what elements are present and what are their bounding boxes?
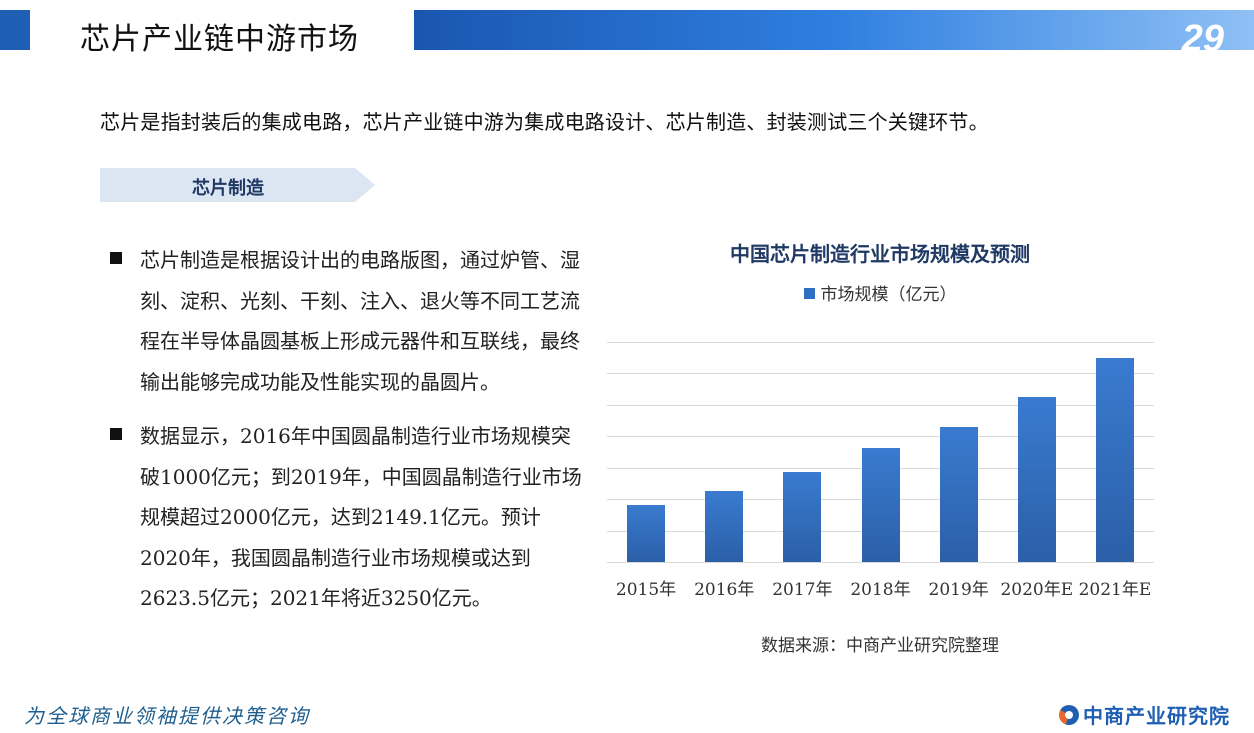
bullet-item: 数据显示，2016年中国圆晶制造行业市场规模突破1000亿元；到2019年，中国… [108, 416, 588, 619]
chart-bar [861, 447, 900, 562]
chart-bar [627, 505, 666, 562]
chart-bar [1017, 397, 1056, 562]
page-number: 29 [1181, 18, 1224, 60]
x-axis-label: 2018年 [850, 580, 911, 600]
chart-bar [1095, 357, 1134, 562]
chart-legend: 市场规模（亿元） [600, 280, 1160, 305]
logo-mark-icon [1059, 704, 1079, 725]
header-accent-block [0, 10, 30, 50]
legend-label: 市场规模（亿元） [820, 285, 957, 305]
gridline [607, 562, 1154, 563]
chart-bar [939, 426, 978, 562]
x-axis-label: 2021年E [1078, 580, 1152, 600]
chart-bar [783, 472, 822, 562]
logo-text: 中商产业研究院 [1083, 704, 1230, 728]
section-tag-label: 芯片制造 [192, 178, 264, 199]
header-gradient-bar: 29 [414, 10, 1254, 60]
bar-chart-plot [607, 342, 1154, 563]
bullet-item: 芯片制造是根据设计出的电路版图，通过炉管、湿刻、淀积、光刻、干刻、注入、退火等不… [108, 240, 588, 402]
chart-bar [705, 491, 744, 562]
gridline [607, 373, 1154, 375]
x-axis-label: 2019年 [928, 580, 989, 600]
intro-text: 芯片是指封装后的集成电路，芯片产业链中游为集成电路设计、芯片制造、封装测试三个关… [100, 110, 989, 134]
gridline [607, 436, 1154, 438]
page-title: 芯片产业链中游市场 [80, 22, 359, 57]
square-bullet-icon [110, 252, 122, 264]
chart-title: 中国芯片制造行业市场规模及预测 [730, 242, 1030, 266]
bullet-text: 数据显示，2016年中国圆晶制造行业市场规模突破1000亿元；到2019年，中国… [140, 424, 582, 610]
x-axis-label: 2016年 [694, 580, 755, 600]
legend-swatch-icon [803, 288, 815, 299]
x-axis-label: 2015年 [615, 580, 677, 600]
x-axis-label: 2020年E [1000, 580, 1074, 600]
section-tag: 芯片制造 [100, 168, 375, 202]
gridline [607, 342, 1154, 343]
bullet-list: 芯片制造是根据设计出的电路版图，通过炉管、湿刻、淀积、光刻、干刻、注入、退火等不… [108, 240, 588, 633]
x-axis-label: 2017年 [772, 580, 833, 600]
footer-slogan: 为全球商业领袖提供决策咨询 [24, 704, 310, 728]
gridline [607, 404, 1154, 406]
bullet-text: 芯片制造是根据设计出的电路版图，通过炉管、湿刻、淀积、光刻、干刻、注入、退火等不… [140, 248, 580, 394]
chart-source: 数据来源：中商产业研究院整理 [761, 636, 999, 656]
company-logo: 中商产业研究院 [1059, 700, 1230, 729]
square-bullet-icon [110, 428, 122, 440]
